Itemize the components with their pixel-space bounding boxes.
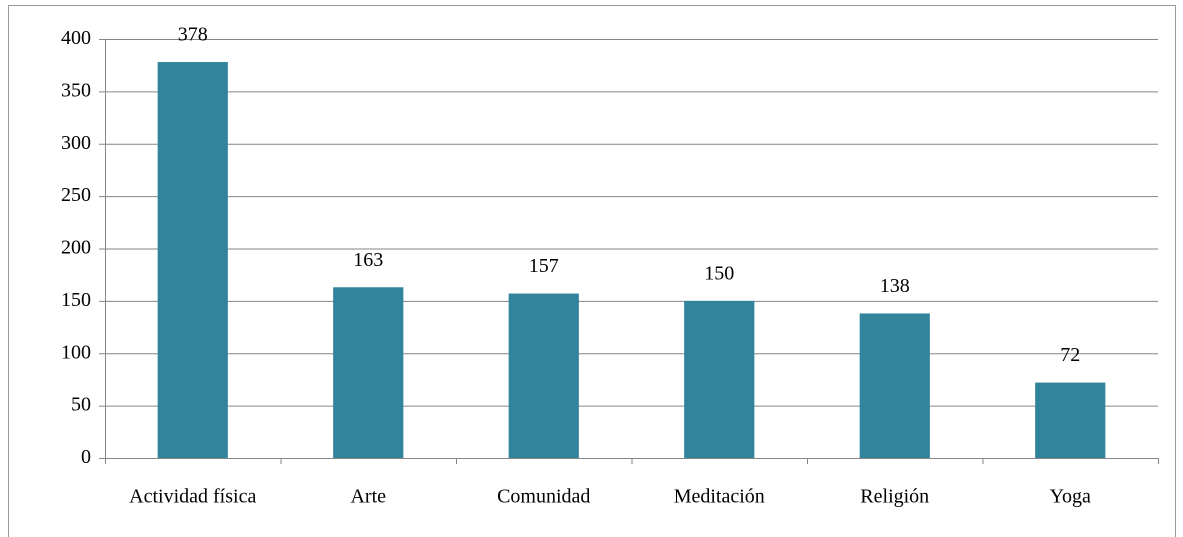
x-tick-label: Comunidad	[497, 486, 590, 508]
y-tick-label: 200	[61, 237, 91, 259]
y-tick-label: 0	[81, 446, 91, 468]
bar	[684, 300, 755, 458]
bar	[508, 293, 579, 458]
bar	[1035, 382, 1106, 458]
data-label: 150	[704, 262, 734, 284]
x-tick-label: Religión	[860, 486, 929, 508]
y-tick-label: 150	[61, 289, 91, 311]
y-tick-label: 350	[61, 79, 91, 101]
data-label: 157	[529, 255, 559, 277]
y-tick-label: 50	[71, 394, 91, 416]
data-label: 72	[1060, 344, 1080, 366]
y-tick-label: 100	[61, 341, 91, 363]
x-tick-label: Actividad física	[129, 486, 256, 508]
bar	[859, 313, 930, 458]
x-tick-label: Meditación	[674, 486, 765, 508]
bar	[157, 62, 228, 459]
x-tick-label: Arte	[350, 486, 386, 508]
y-tick-label: 250	[61, 184, 91, 206]
x-tick-label: Yoga	[1050, 486, 1091, 508]
bar	[333, 287, 404, 458]
y-tick-label: 300	[61, 132, 91, 154]
chart-frame	[8, 5, 1176, 537]
data-label: 163	[353, 249, 383, 271]
data-label: 378	[178, 24, 208, 46]
data-label: 138	[880, 275, 910, 297]
y-tick-label: 400	[61, 27, 91, 49]
